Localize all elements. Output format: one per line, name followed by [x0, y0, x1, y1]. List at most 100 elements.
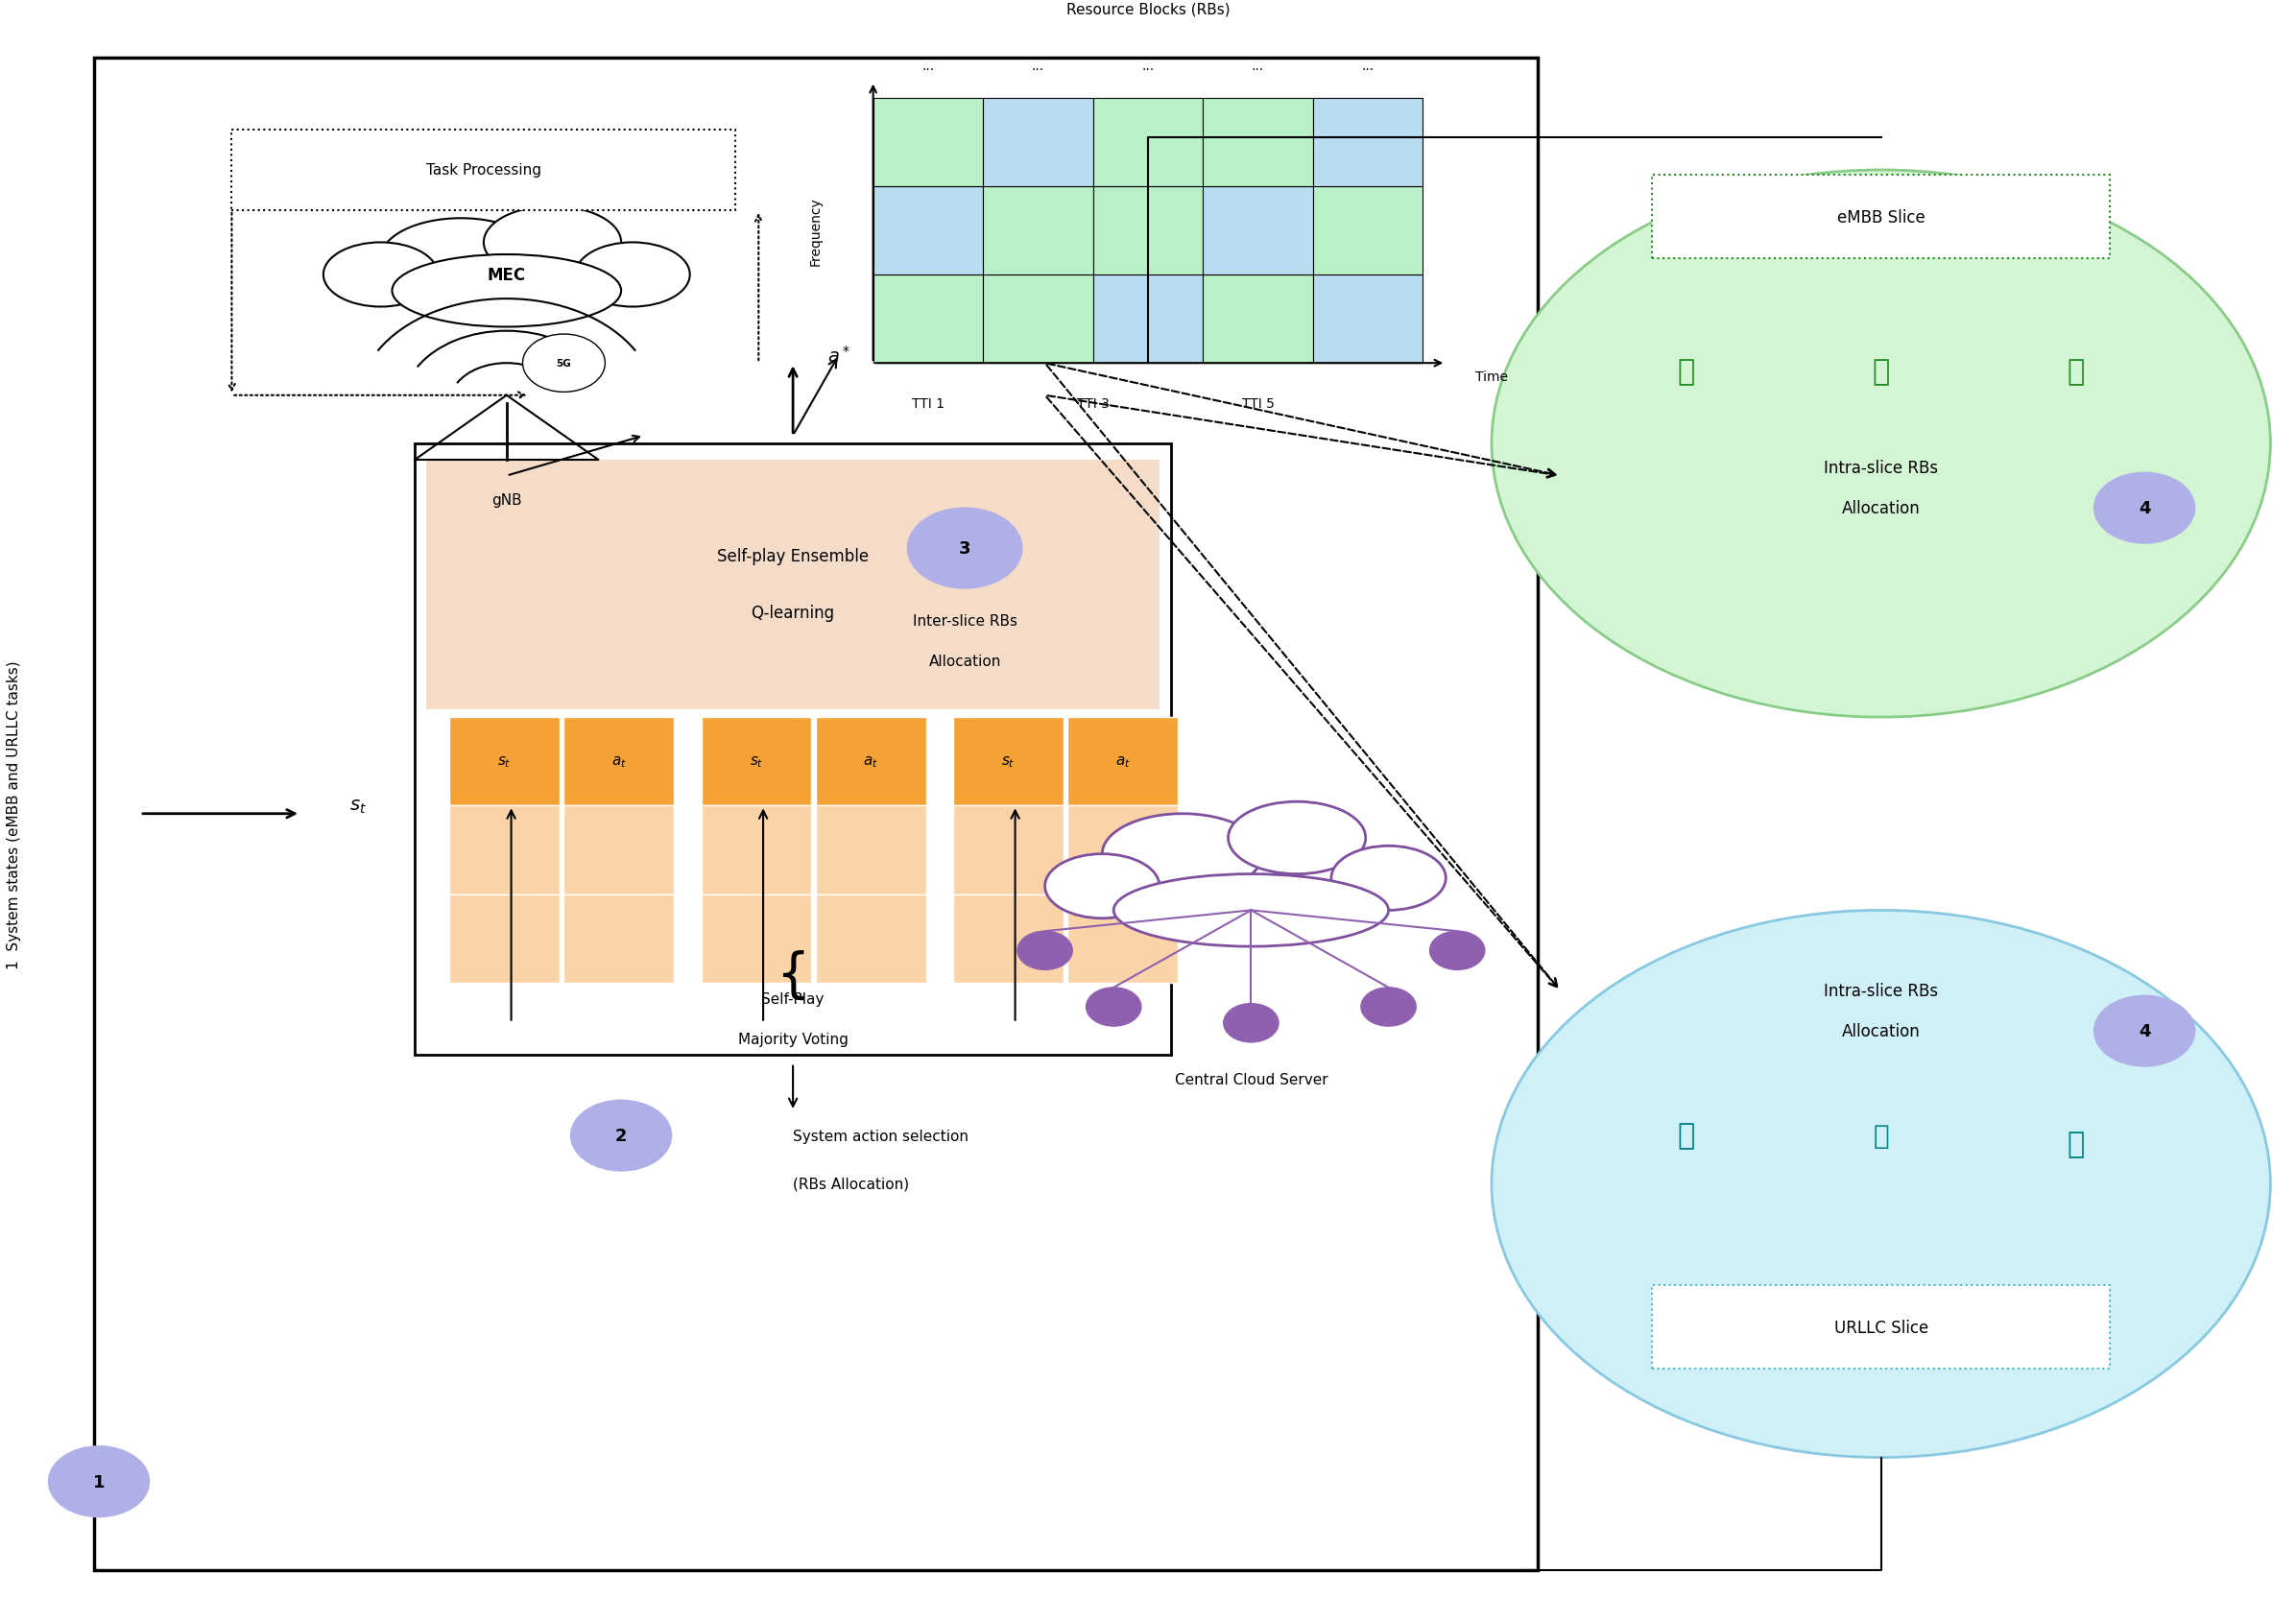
Circle shape	[1492, 911, 2271, 1457]
Text: 💻: 💻	[2066, 358, 2085, 386]
Text: Allocation: Allocation	[928, 655, 1001, 668]
Text: 1: 1	[92, 1473, 106, 1490]
Circle shape	[1430, 932, 1486, 969]
FancyBboxPatch shape	[953, 895, 1063, 982]
FancyBboxPatch shape	[983, 99, 1093, 186]
Text: 🩺: 🩺	[2066, 1130, 2085, 1157]
Text: 📱: 📱	[1871, 358, 1890, 386]
Text: ...: ...	[1251, 60, 1265, 73]
FancyBboxPatch shape	[983, 186, 1093, 276]
Text: $a^*$: $a^*$	[827, 345, 850, 366]
Text: System action selection: System action selection	[792, 1128, 969, 1143]
FancyBboxPatch shape	[1651, 175, 2110, 259]
FancyBboxPatch shape	[1313, 276, 1424, 363]
Circle shape	[1086, 987, 1141, 1026]
FancyBboxPatch shape	[1313, 99, 1424, 186]
Text: TTI 5: TTI 5	[1242, 397, 1274, 410]
Ellipse shape	[1045, 854, 1159, 919]
FancyBboxPatch shape	[953, 806, 1063, 895]
FancyBboxPatch shape	[565, 718, 673, 806]
Ellipse shape	[1114, 874, 1389, 947]
FancyBboxPatch shape	[872, 186, 983, 276]
FancyBboxPatch shape	[983, 276, 1093, 363]
Text: 1  System states (eMBB and URLLC tasks): 1 System states (eMBB and URLLC tasks)	[7, 660, 21, 968]
Text: ...: ...	[1031, 60, 1045, 73]
Text: Central Cloud Server: Central Cloud Server	[1176, 1073, 1327, 1086]
Text: Self-Play: Self-Play	[762, 992, 824, 1007]
FancyBboxPatch shape	[953, 718, 1063, 806]
Text: Intra-slice RBs: Intra-slice RBs	[1823, 982, 1938, 1000]
Text: $s_t$: $s_t$	[498, 754, 512, 770]
Text: Majority Voting: Majority Voting	[737, 1033, 847, 1047]
FancyBboxPatch shape	[416, 444, 1171, 1055]
Circle shape	[1224, 1003, 1279, 1042]
Text: (RBs Allocation): (RBs Allocation)	[792, 1177, 909, 1191]
FancyBboxPatch shape	[815, 806, 925, 895]
Circle shape	[572, 1101, 670, 1172]
Text: $s_t$: $s_t$	[748, 754, 762, 770]
Circle shape	[907, 509, 1022, 588]
Circle shape	[1492, 170, 2271, 718]
Text: ...: ...	[1362, 60, 1375, 73]
FancyBboxPatch shape	[450, 895, 560, 982]
FancyBboxPatch shape	[1093, 276, 1203, 363]
Text: gNB: gNB	[491, 493, 521, 507]
Text: Allocation: Allocation	[1841, 499, 1919, 517]
Text: ...: ...	[921, 60, 934, 73]
FancyBboxPatch shape	[1068, 718, 1178, 806]
FancyBboxPatch shape	[565, 806, 673, 895]
FancyBboxPatch shape	[1203, 186, 1313, 276]
FancyBboxPatch shape	[872, 99, 983, 186]
Circle shape	[48, 1446, 149, 1517]
Text: 2: 2	[615, 1127, 627, 1144]
Text: $a_t$: $a_t$	[1116, 754, 1130, 770]
Text: Self-play Ensemble: Self-play Ensemble	[716, 548, 868, 566]
FancyBboxPatch shape	[1313, 186, 1424, 276]
Text: 🥽: 🥽	[1678, 358, 1694, 386]
FancyBboxPatch shape	[1093, 99, 1203, 186]
Ellipse shape	[484, 207, 622, 279]
Circle shape	[523, 336, 606, 392]
Ellipse shape	[393, 254, 622, 327]
FancyBboxPatch shape	[450, 718, 560, 806]
Text: 🖥: 🖥	[1874, 1122, 1890, 1149]
Text: Frequency: Frequency	[808, 196, 822, 266]
Circle shape	[2094, 473, 2195, 545]
Text: Inter-slice RBs: Inter-slice RBs	[912, 614, 1017, 629]
Text: Allocation: Allocation	[1841, 1023, 1919, 1041]
Text: ...: ...	[1141, 60, 1155, 73]
Ellipse shape	[1228, 802, 1366, 874]
Circle shape	[1362, 987, 1417, 1026]
FancyBboxPatch shape	[450, 806, 560, 895]
Text: Q-learning: Q-learning	[751, 605, 836, 622]
Text: $a_t$: $a_t$	[863, 754, 879, 770]
Ellipse shape	[1332, 846, 1446, 911]
FancyBboxPatch shape	[815, 895, 925, 982]
FancyBboxPatch shape	[1203, 99, 1313, 186]
FancyBboxPatch shape	[1068, 895, 1178, 982]
FancyBboxPatch shape	[700, 718, 810, 806]
FancyBboxPatch shape	[700, 806, 810, 895]
Text: TTI 1: TTI 1	[912, 397, 944, 410]
FancyBboxPatch shape	[94, 58, 1538, 1571]
FancyBboxPatch shape	[700, 895, 810, 982]
Text: TTI 3: TTI 3	[1077, 397, 1109, 410]
Text: $s_t$: $s_t$	[349, 798, 367, 815]
Text: MEC: MEC	[487, 266, 526, 284]
Text: Task Processing: Task Processing	[427, 164, 542, 178]
FancyBboxPatch shape	[565, 895, 673, 982]
Ellipse shape	[324, 243, 439, 308]
Ellipse shape	[1102, 814, 1263, 895]
Text: eMBB Slice: eMBB Slice	[1837, 209, 1924, 225]
Text: 4: 4	[2138, 499, 2151, 517]
Circle shape	[1017, 932, 1072, 969]
FancyBboxPatch shape	[815, 718, 925, 806]
Text: {: {	[776, 948, 810, 1000]
FancyBboxPatch shape	[1093, 186, 1203, 276]
Text: Time: Time	[1476, 370, 1508, 383]
FancyBboxPatch shape	[1203, 276, 1313, 363]
Text: 4: 4	[2138, 1023, 2151, 1041]
Text: URLLC Slice: URLLC Slice	[1835, 1318, 1929, 1336]
Circle shape	[2094, 995, 2195, 1067]
FancyBboxPatch shape	[1068, 806, 1178, 895]
